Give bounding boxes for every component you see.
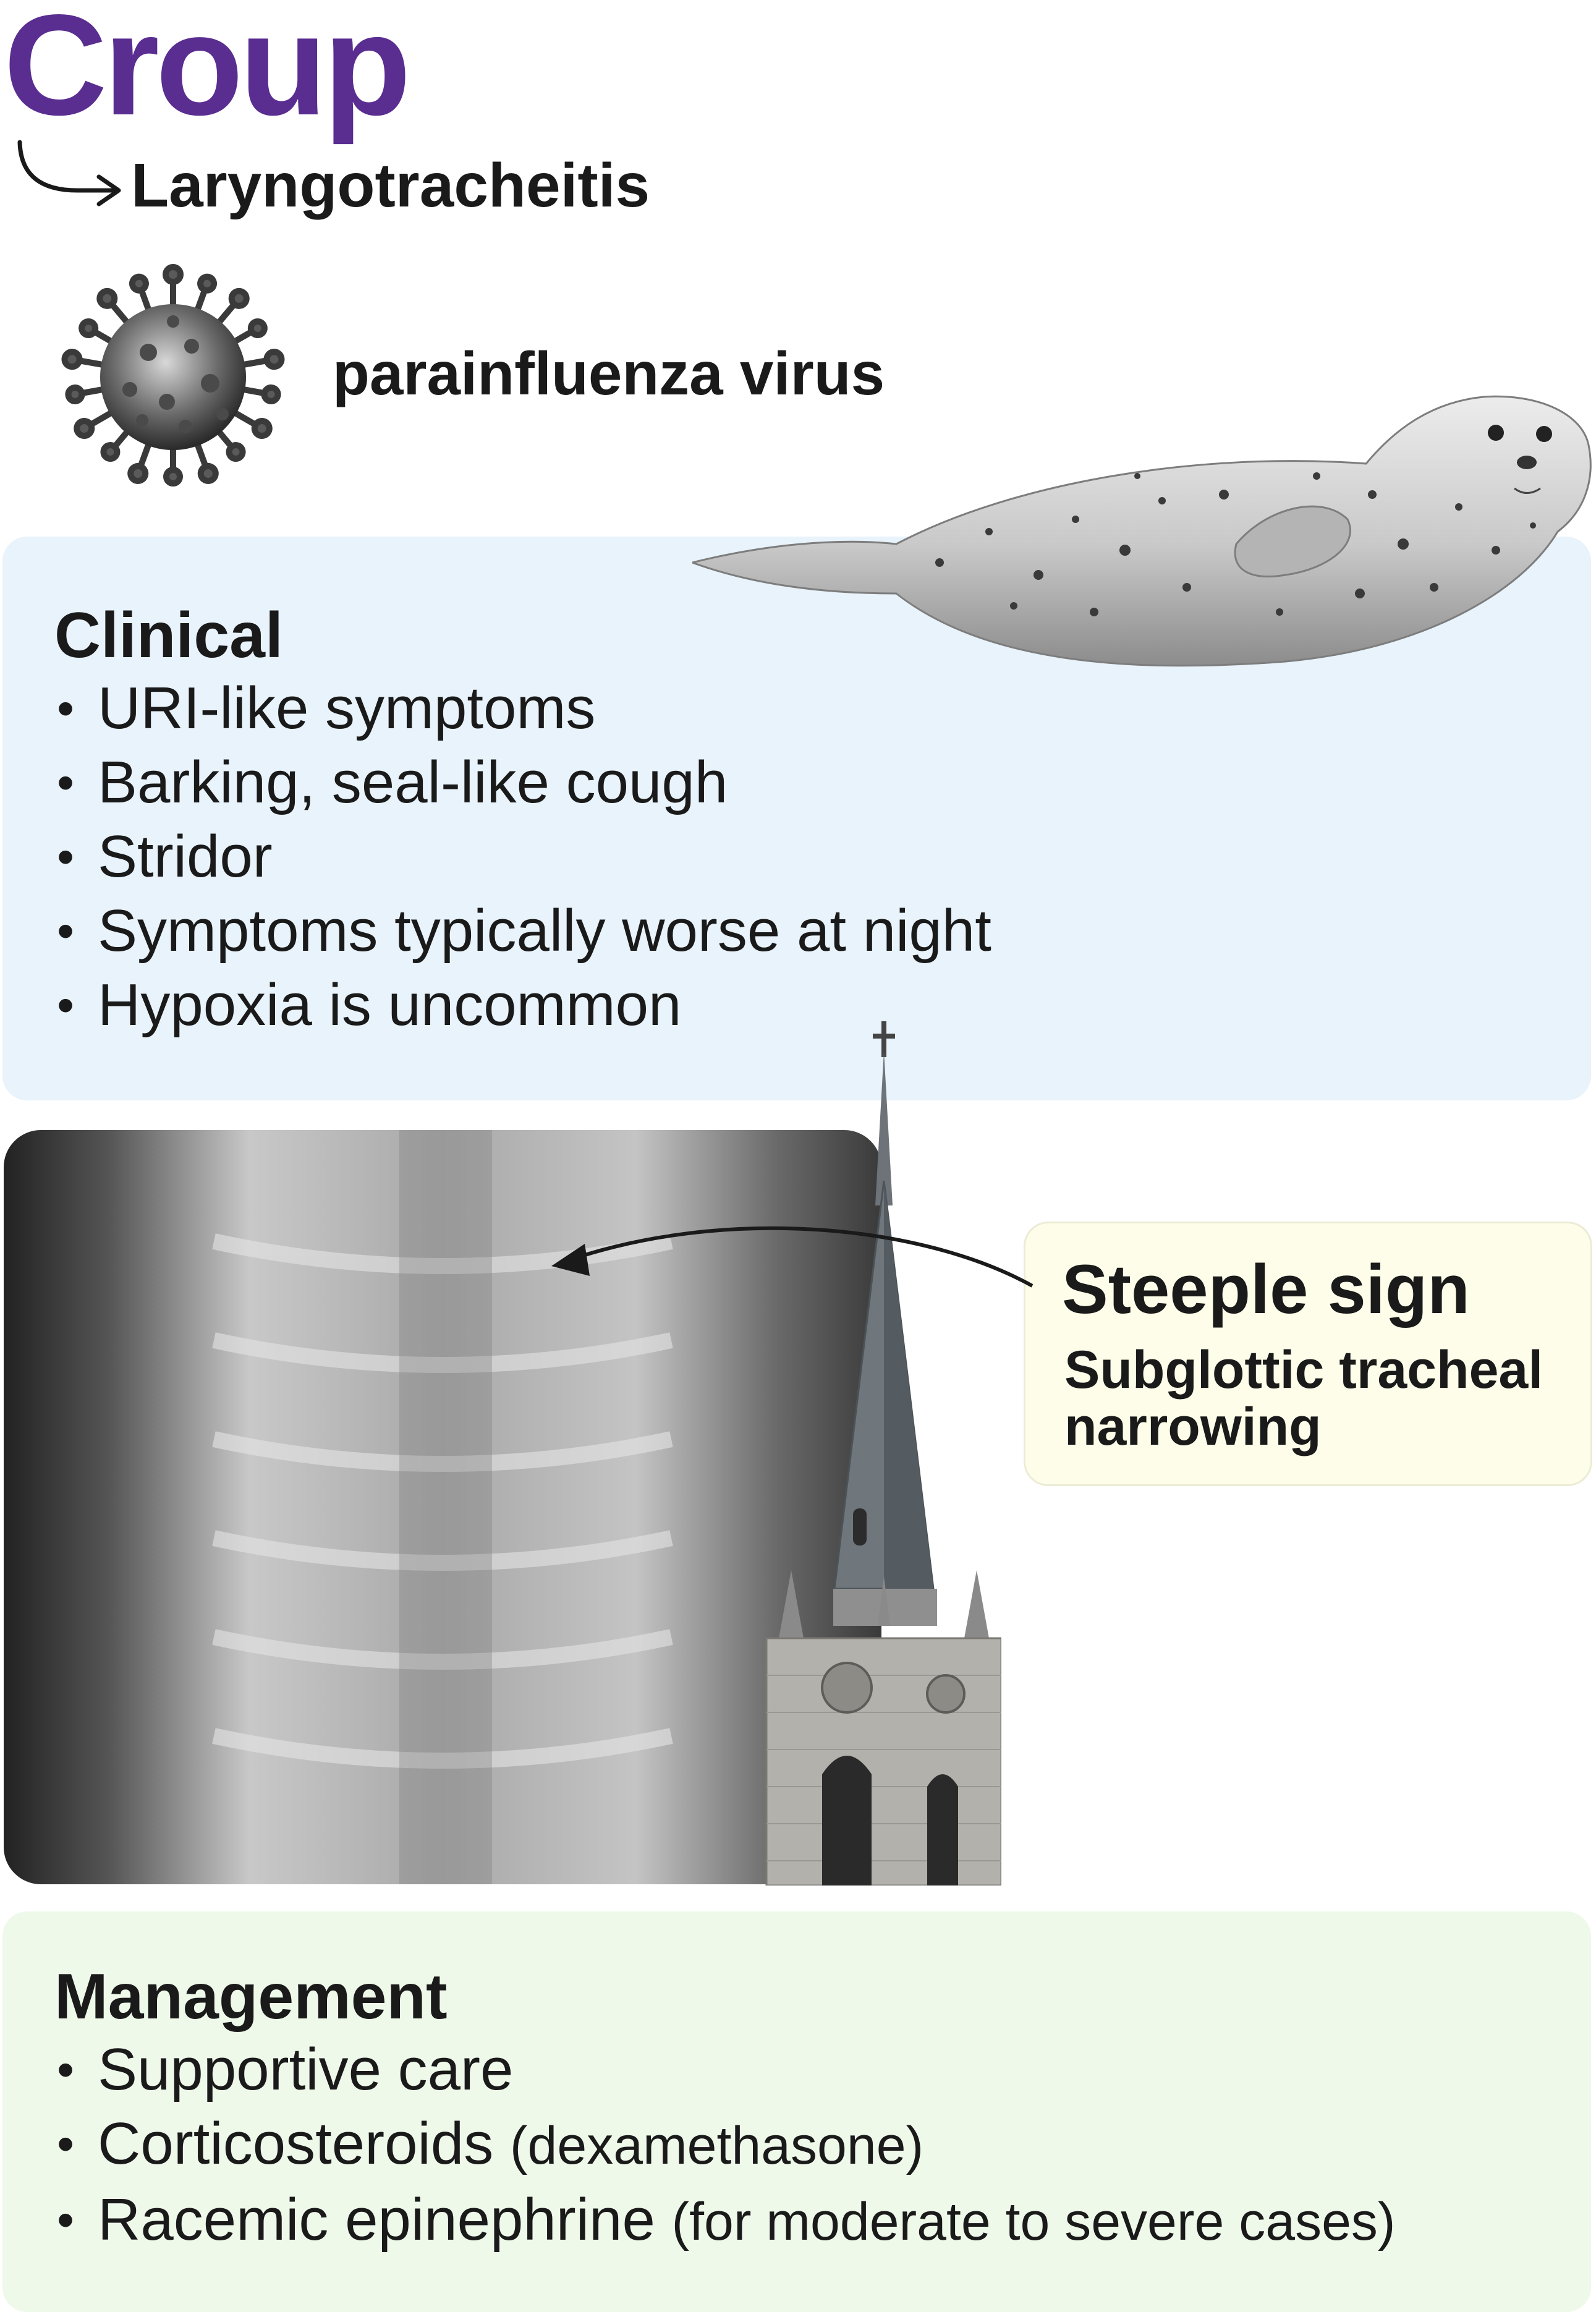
list-item: Stridor: [52, 820, 991, 894]
clinical-heading: Clinical: [54, 600, 283, 671]
list-item: Supportive care: [52, 2033, 1396, 2107]
virus-label: parainfluenza virus: [333, 339, 885, 407]
list-item: Racemic epinephrine (for moderate to sev…: [52, 2183, 1396, 2259]
steeple-arrow-icon: [551, 1226, 1034, 1288]
virus-icon: [61, 264, 285, 487]
list-item-note: (dexamethasone): [509, 2116, 924, 2175]
list-item: Hypoxia is uncommon: [52, 968, 991, 1042]
management-panel: Management Supportive care Corticosteroi…: [2, 1911, 1591, 2312]
steeple-panel: [1024, 1222, 1592, 1486]
list-item-note: (for moderate to severe cases): [671, 2192, 1396, 2251]
management-list: Supportive care Corticosteroids (dexamet…: [52, 2033, 1396, 2259]
steeple-title: Steeple sign: [1062, 1251, 1470, 1328]
seal-illustration: [692, 395, 1592, 667]
list-item-main: Supportive care: [98, 2036, 514, 2102]
list-item: Barking, seal-like cough: [52, 746, 991, 820]
clinical-list: URI-like symptoms Barking, seal-like cou…: [52, 671, 991, 1042]
list-item: Corticosteroids (dexamethasone): [52, 2107, 1396, 2183]
list-item: Symptoms typically worse at night: [52, 894, 991, 968]
management-heading: Management: [54, 1961, 448, 2033]
list-item: URI-like symptoms: [52, 671, 991, 746]
xray-image: [4, 1130, 881, 1884]
steeple-description: Subglottic tracheal narrowing: [1064, 1340, 1543, 1456]
list-item-main: Corticosteroids: [98, 2111, 494, 2177]
subtitle: Laryngotracheitis: [131, 151, 650, 220]
church-steeple-illustration: [765, 1021, 1001, 1885]
curved-arrow-icon: [17, 140, 121, 206]
list-item-main: Racemic epinephrine: [98, 2187, 655, 2253]
page-title: Croup: [4, 0, 411, 145]
